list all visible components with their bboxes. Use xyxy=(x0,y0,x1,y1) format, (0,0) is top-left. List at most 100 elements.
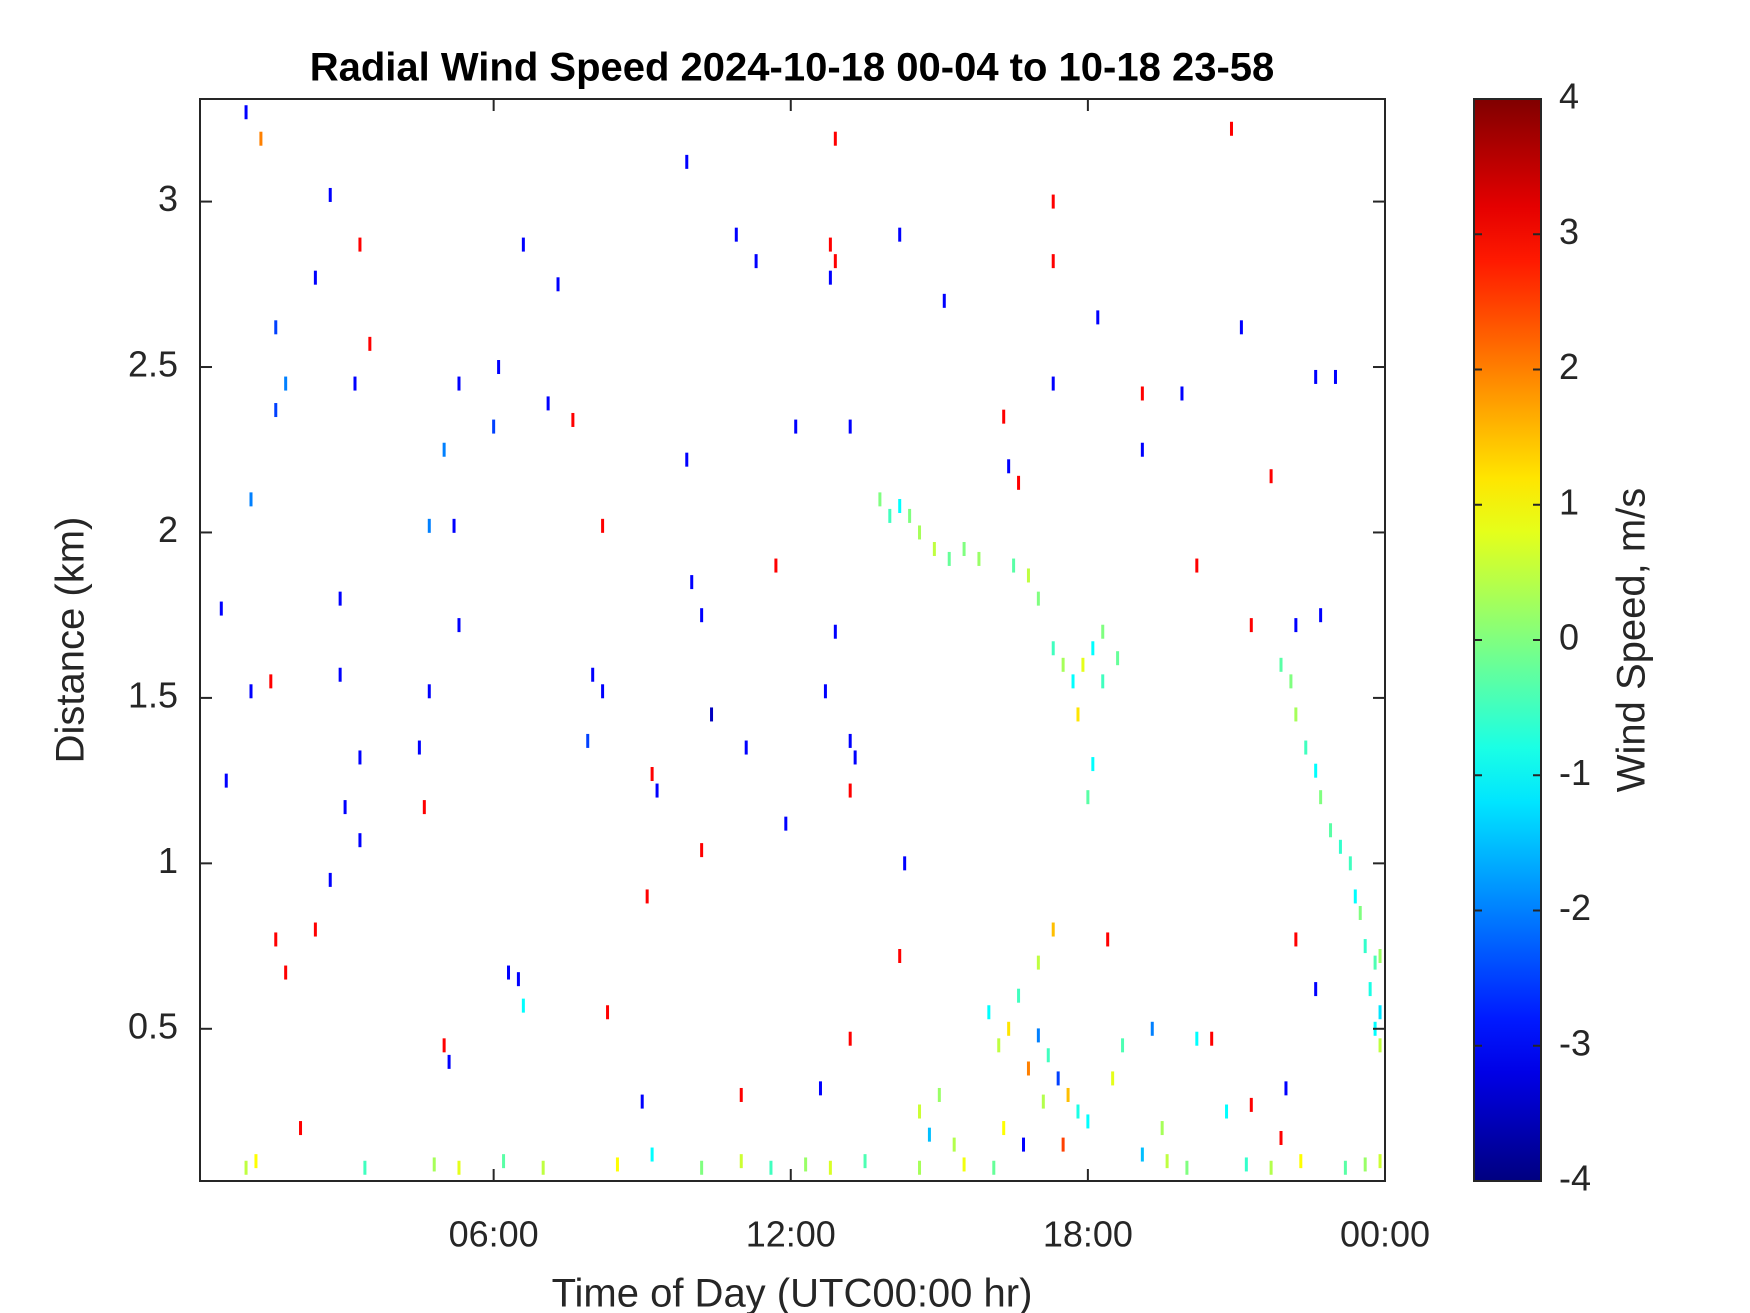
wind-cell xyxy=(1304,740,1308,755)
wind-cell xyxy=(1363,939,1367,954)
wind-cell xyxy=(828,270,832,285)
wind-cell xyxy=(358,750,362,765)
wind-cell xyxy=(774,558,778,573)
wind-cell xyxy=(249,492,253,507)
wind-cell xyxy=(1249,1097,1253,1112)
wind-cell xyxy=(1051,641,1055,656)
wind-cell xyxy=(1106,932,1110,947)
wind-cell xyxy=(937,1087,941,1102)
wind-cell xyxy=(918,525,922,540)
wind-cell xyxy=(818,1081,822,1096)
wind-cell xyxy=(739,1154,743,1169)
plot-area xyxy=(219,105,1382,1175)
wind-cell xyxy=(338,591,342,606)
wind-cell xyxy=(1195,558,1199,573)
wind-cell xyxy=(962,1157,966,1172)
wind-cell xyxy=(1244,1157,1248,1172)
wind-cell xyxy=(1017,475,1021,490)
wind-cell xyxy=(1378,1038,1382,1053)
y-tick-label: 0.5 xyxy=(128,1005,178,1046)
wind-cell xyxy=(224,773,228,788)
y-tick-label: 2 xyxy=(158,509,178,550)
wind-cell xyxy=(1373,955,1377,970)
wind-cell xyxy=(546,396,550,411)
wind-cell xyxy=(1333,369,1337,384)
wind-cell xyxy=(284,376,288,391)
wind-cell xyxy=(769,1160,773,1175)
wind-cell xyxy=(313,922,317,937)
wind-cell xyxy=(1294,932,1298,947)
wind-cell xyxy=(1195,1031,1199,1046)
wind-cell xyxy=(1007,459,1011,474)
wind-cell xyxy=(1314,369,1318,384)
wind-cell xyxy=(1017,988,1021,1003)
colorbar-tick-label: 3 xyxy=(1559,211,1579,252)
wind-cell xyxy=(1007,1021,1011,1036)
wind-cell xyxy=(1111,1071,1115,1086)
colorbar-tick-label: 2 xyxy=(1559,346,1579,387)
wind-cell xyxy=(700,1160,704,1175)
wind-cell xyxy=(497,360,501,375)
colorbar-label: Wind Speed, m/s xyxy=(1610,488,1654,793)
wind-cell xyxy=(823,684,827,699)
x-tick-label: 06:00 xyxy=(449,1214,539,1255)
wind-cell xyxy=(690,575,694,590)
wind-cell xyxy=(848,1031,852,1046)
wind-cell xyxy=(1012,558,1016,573)
wind-cell xyxy=(645,889,649,904)
wind-cell xyxy=(898,948,902,963)
wind-cell xyxy=(734,227,738,242)
wind-cell xyxy=(962,542,966,557)
wind-cell xyxy=(650,767,654,782)
wind-cell xyxy=(754,254,758,269)
wind-cell xyxy=(1314,763,1318,778)
wind-cell xyxy=(1140,442,1144,457)
wind-cell xyxy=(853,750,857,765)
wind-cell xyxy=(977,551,981,566)
wind-cell xyxy=(1116,651,1120,666)
wind-cell xyxy=(249,684,253,699)
wind-cell xyxy=(422,800,426,815)
wind-cell xyxy=(992,1160,996,1175)
wind-cell xyxy=(1101,674,1105,689)
wind-cell xyxy=(254,1154,258,1169)
wind-cell xyxy=(744,740,748,755)
wind-cell xyxy=(1076,707,1080,722)
wind-cell xyxy=(1180,386,1184,401)
wind-cell xyxy=(898,498,902,513)
wind-cell xyxy=(1289,674,1293,689)
wind-cell xyxy=(1160,1121,1164,1136)
wind-cell xyxy=(1002,1121,1006,1136)
wind-cell xyxy=(442,1038,446,1053)
wind-cell xyxy=(952,1137,956,1152)
wind-cell xyxy=(1036,1028,1040,1043)
y-tick-label: 2.5 xyxy=(128,344,178,385)
wind-cell xyxy=(1051,194,1055,209)
wind-cell xyxy=(685,452,689,467)
wind-cell xyxy=(1036,955,1040,970)
wind-cell xyxy=(1229,121,1233,136)
wind-cell xyxy=(502,1154,506,1169)
wind-cell xyxy=(1225,1104,1229,1119)
wind-cell xyxy=(1026,1061,1030,1076)
wind-cell xyxy=(833,131,837,146)
wind-cell xyxy=(1066,1087,1070,1102)
wind-cell xyxy=(244,1160,248,1175)
wind-cell xyxy=(427,684,431,699)
wind-cell xyxy=(700,843,704,858)
wind-cell xyxy=(556,277,560,292)
wind-cell xyxy=(1294,618,1298,633)
wind-cell xyxy=(447,1054,451,1069)
colorbar-tick-label: 0 xyxy=(1559,617,1579,658)
wind-cell xyxy=(1210,1031,1214,1046)
wind-cell xyxy=(1358,905,1362,920)
wind-cell xyxy=(918,1160,922,1175)
wind-cell xyxy=(1284,1081,1288,1096)
wind-cell xyxy=(1061,657,1065,672)
wind-cell xyxy=(1338,839,1342,854)
wind-cell xyxy=(1343,1160,1347,1175)
y-axis-label: Distance (km) xyxy=(49,517,93,764)
wind-cell xyxy=(417,740,421,755)
wind-cell xyxy=(457,618,461,633)
wind-cell xyxy=(784,816,788,831)
